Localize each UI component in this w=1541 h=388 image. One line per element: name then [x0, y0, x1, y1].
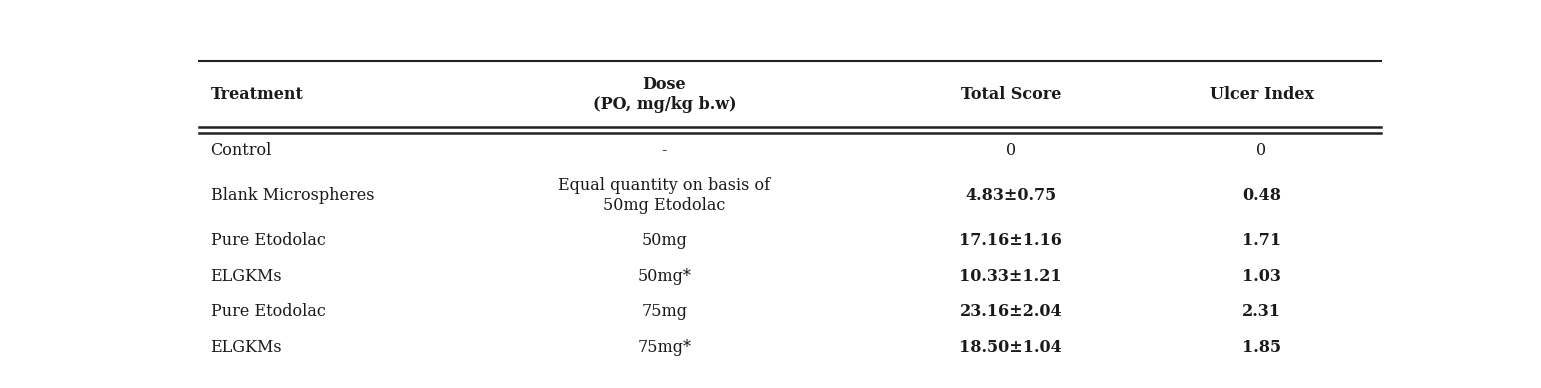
Text: 10.33±1.21: 10.33±1.21 [960, 267, 1062, 284]
Text: ELGKMs: ELGKMs [211, 339, 282, 356]
Text: 1.03: 1.03 [1242, 267, 1281, 284]
Text: -: - [661, 142, 667, 159]
Text: 1.71: 1.71 [1242, 232, 1281, 249]
Text: 2.31: 2.31 [1242, 303, 1281, 320]
Text: 23.16±2.04: 23.16±2.04 [960, 303, 1062, 320]
Text: Equal quantity on basis of
50mg Etodolac: Equal quantity on basis of 50mg Etodolac [558, 177, 770, 214]
Text: Treatment: Treatment [211, 86, 304, 103]
Text: 4.83±0.75: 4.83±0.75 [965, 187, 1056, 204]
Text: Control: Control [211, 142, 271, 159]
Text: Total Score: Total Score [960, 86, 1060, 103]
Text: Pure Etodolac: Pure Etodolac [211, 232, 325, 249]
Text: Dose
(PO, mg/kg b.w): Dose (PO, mg/kg b.w) [593, 76, 737, 113]
Text: Blank Microspheres: Blank Microspheres [211, 187, 374, 204]
Text: 0: 0 [1256, 142, 1267, 159]
Text: 50mg*: 50mg* [638, 267, 692, 284]
Text: 18.50±1.04: 18.50±1.04 [960, 339, 1062, 356]
Text: 1.85: 1.85 [1242, 339, 1281, 356]
Text: Ulcer Index: Ulcer Index [1210, 86, 1313, 103]
Text: 50mg: 50mg [641, 232, 687, 249]
Text: 17.16±1.16: 17.16±1.16 [959, 232, 1062, 249]
Text: 0: 0 [1006, 142, 1016, 159]
Text: ELGKMs: ELGKMs [211, 267, 282, 284]
Text: Pure Etodolac: Pure Etodolac [211, 303, 325, 320]
Text: 0.48: 0.48 [1242, 187, 1281, 204]
Text: 75mg: 75mg [641, 303, 687, 320]
Text: 75mg*: 75mg* [638, 339, 692, 356]
